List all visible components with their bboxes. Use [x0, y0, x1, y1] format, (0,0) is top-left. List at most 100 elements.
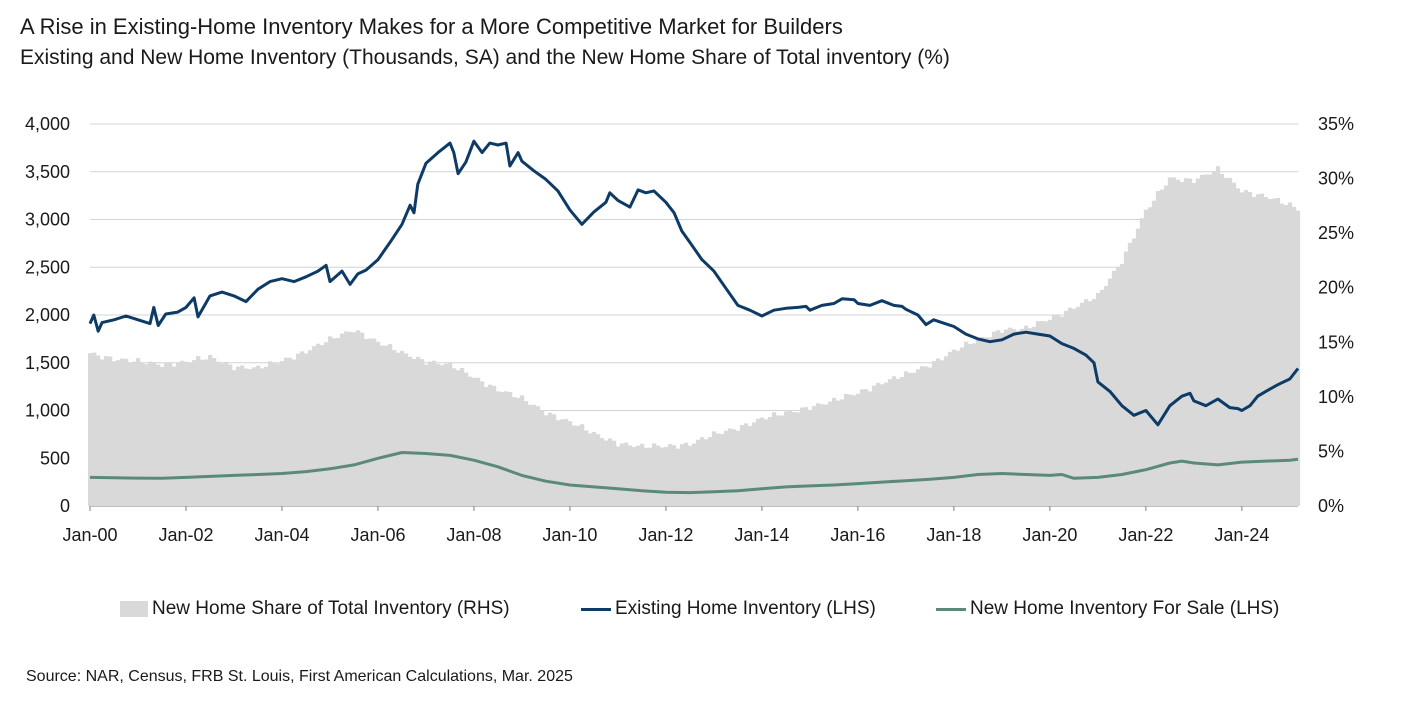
- share-bar: [1239, 192, 1245, 506]
- share-bar: [1111, 270, 1117, 506]
- share-bar: [1103, 285, 1109, 506]
- share-bar: [491, 385, 497, 506]
- share-bar: [799, 407, 805, 506]
- share-bar: [599, 438, 605, 506]
- share-bar: [803, 407, 809, 506]
- share-bar: [639, 443, 645, 506]
- share-bar: [815, 403, 821, 506]
- share-bar: [1075, 306, 1081, 506]
- share-bar: [1031, 326, 1037, 506]
- share-bar: [995, 330, 1001, 506]
- share-bar: [859, 389, 865, 506]
- share-bar: [283, 357, 289, 506]
- share-bar: [587, 433, 593, 506]
- share-bar: [631, 447, 637, 506]
- share-bar: [295, 353, 301, 506]
- left-tick-label: 2,000: [25, 305, 70, 325]
- share-bar: [1055, 314, 1061, 506]
- share-bar: [375, 341, 381, 506]
- right-tick-label: 10%: [1318, 387, 1354, 407]
- share-bar: [883, 382, 889, 506]
- share-bar: [467, 376, 473, 506]
- x-tick-label: Jan-08: [446, 525, 501, 545]
- share-bar: [179, 360, 185, 506]
- share-bar: [575, 425, 581, 506]
- share-bar: [1123, 251, 1129, 506]
- share-bar: [1131, 238, 1137, 506]
- share-bar: [755, 418, 761, 506]
- share-bar: [939, 360, 945, 506]
- share-bar: [371, 338, 377, 506]
- share-bar: [439, 365, 445, 506]
- x-tick-label: Jan-12: [638, 525, 693, 545]
- share-bar: [855, 393, 861, 506]
- share-bar: [667, 444, 673, 506]
- share-bar: [623, 442, 629, 506]
- share-bar: [719, 434, 725, 506]
- share-bar: [211, 358, 217, 506]
- share-bar: [387, 344, 393, 506]
- share-bar: [447, 362, 453, 506]
- left-tick-label: 1,000: [25, 401, 70, 421]
- share-bar: [124, 358, 129, 506]
- share-bar: [1199, 174, 1205, 506]
- share-bar: [239, 365, 245, 506]
- legend-swatch-new: [936, 607, 966, 611]
- legend-item-share: New Home Share of Total Inventory (RHS): [120, 598, 510, 620]
- share-bar: [108, 356, 113, 506]
- share-bar: [927, 367, 933, 506]
- share-bar: [971, 343, 977, 506]
- share-bar: [559, 419, 565, 506]
- share-bar: [487, 384, 493, 506]
- share-bar: [1183, 178, 1189, 507]
- share-bar: [511, 397, 517, 506]
- share-bar: [155, 364, 161, 506]
- share-bar: [1235, 188, 1241, 506]
- share-bar: [727, 428, 733, 506]
- share-bar: [695, 439, 701, 506]
- share-bar: [1195, 178, 1201, 506]
- share-bar: [100, 359, 105, 506]
- share-bar: [479, 381, 485, 506]
- share-bar: [291, 359, 297, 506]
- share-bar: [411, 358, 417, 506]
- share-bar: [843, 393, 849, 506]
- x-tick-label: Jan-16: [830, 525, 885, 545]
- legend-label-share: New Home Share of Total Inventory (RHS): [152, 598, 510, 619]
- legend-item-existing: Existing Home Inventory (LHS): [581, 598, 876, 620]
- share-bar: [691, 443, 697, 506]
- share-bar: [1191, 183, 1197, 506]
- legend-swatch-existing: [581, 607, 611, 611]
- share-bar: [271, 362, 277, 506]
- share-bar: [319, 345, 325, 506]
- share-bar: [407, 356, 413, 506]
- right-tick-label: 20%: [1318, 278, 1354, 298]
- share-bar: [715, 433, 721, 506]
- share-bar: [895, 378, 901, 506]
- share-bar: [367, 338, 373, 506]
- share-bar: [1035, 321, 1041, 506]
- share-bar: [1175, 179, 1181, 506]
- share-bar: [1223, 178, 1229, 506]
- series-lines: [88, 139, 1300, 495]
- share-bar: [519, 395, 525, 506]
- share-bar: [1147, 207, 1153, 506]
- share-bar: [1171, 177, 1177, 507]
- share-bar: [195, 356, 201, 506]
- left-tick-label: 4,000: [25, 114, 70, 134]
- share-bar: [331, 338, 337, 506]
- share-bar: [523, 401, 529, 506]
- share-bar: [251, 367, 257, 506]
- share-bar: [1231, 182, 1237, 506]
- share-bar: [255, 365, 261, 506]
- share-bar: [335, 337, 341, 506]
- share-bar: [1043, 321, 1049, 506]
- share-bar: [259, 368, 265, 506]
- share-bar: [311, 346, 317, 506]
- share-bar: [1159, 189, 1165, 506]
- share-bar: [191, 360, 197, 506]
- existing-home-inventory-line: [88, 139, 1300, 427]
- share-bar: [823, 404, 829, 506]
- share-bar: [839, 399, 845, 506]
- share-bar: [163, 362, 169, 506]
